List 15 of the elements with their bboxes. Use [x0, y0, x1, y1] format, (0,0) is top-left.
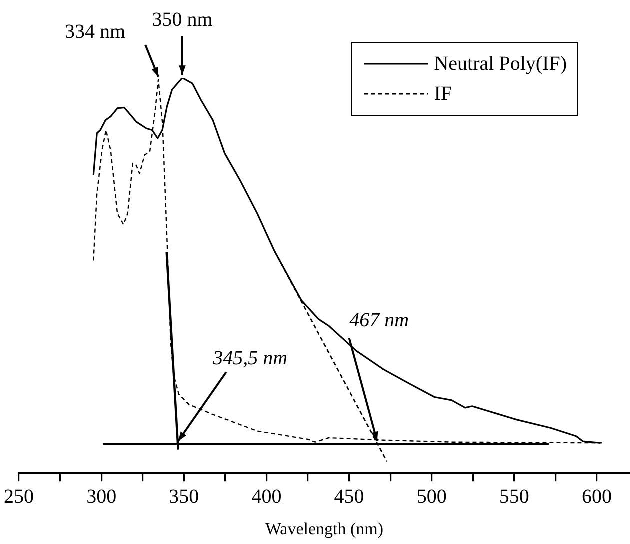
x-axis-title: Wavelength (nm) — [265, 519, 384, 538]
legend-label: IF — [434, 82, 452, 106]
x-tick-label: 600 — [582, 486, 612, 508]
annotation: 345,5 nm — [212, 347, 288, 370]
annotation: 334 nm — [64, 20, 126, 43]
x-tick-label: 400 — [252, 486, 282, 508]
legend-label: Neutral Poly(IF) — [434, 52, 567, 76]
x-tick-label: 250 — [4, 486, 34, 508]
annotation: 350 nm — [152, 9, 214, 31]
x-tick-label: 300 — [86, 486, 117, 508]
annotation: 467 nm — [350, 309, 410, 332]
x-tick-label: 550 — [499, 486, 530, 508]
x-tick-label: 350 — [169, 486, 200, 508]
x-tick-label: 500 — [416, 486, 447, 508]
x-tick-label: 450 — [334, 486, 364, 508]
